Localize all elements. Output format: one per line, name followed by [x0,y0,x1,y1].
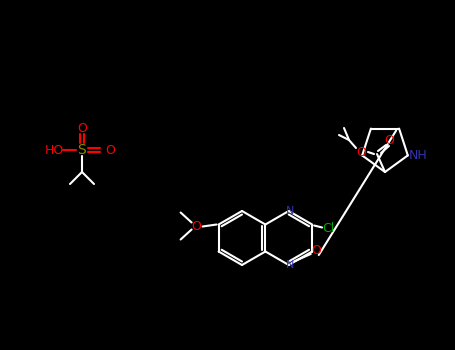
Text: NH: NH [409,149,427,162]
Text: O: O [77,121,87,134]
Text: N: N [286,206,294,216]
Text: S: S [78,143,86,157]
Text: Cl: Cl [322,222,334,235]
Text: O: O [311,244,321,257]
Text: O: O [356,146,366,159]
Text: N: N [286,260,294,270]
Text: HO: HO [45,144,64,156]
Text: O: O [384,133,394,147]
Text: O: O [192,220,202,233]
Text: O: O [105,144,115,156]
